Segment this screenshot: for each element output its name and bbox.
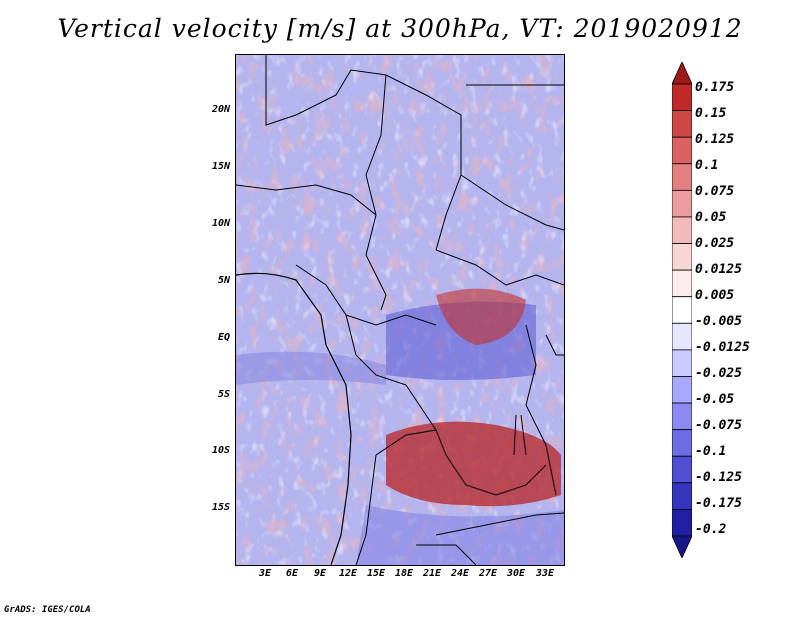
colorbar-label: -0.025: [695, 366, 742, 381]
colorbar-segment: [672, 62, 692, 85]
coastline: [236, 272, 352, 565]
lon-tick: 33E: [535, 568, 555, 579]
lat-tick: EQ: [217, 332, 230, 343]
colorbar-segment: [672, 189, 692, 218]
colorbar-segment: [672, 429, 692, 457]
colorbar: [672, 62, 692, 558]
colorbar-segment: [672, 322, 692, 351]
colorbar-label: -0.075: [695, 418, 742, 433]
colorbar-label: 0.0125: [695, 262, 742, 277]
map-title: Vertical velocity [m/s] at 300hPa, VT: 2…: [57, 14, 743, 43]
colorbar-segment: [672, 163, 692, 191]
colorbar-label: -0.05: [695, 392, 735, 407]
lon-tick: 18E: [394, 568, 414, 579]
lon-tick: 12E: [338, 568, 358, 579]
colorbar-segment: [672, 402, 692, 431]
colorbar-label: -0.005: [695, 314, 742, 329]
lat-tick: 10N: [211, 218, 230, 229]
colorbar-segment: [672, 269, 692, 298]
lat-tick: 15S: [211, 502, 230, 513]
colorbar-label: -0.175: [695, 496, 742, 511]
colorbar-segment: [672, 136, 692, 165]
lon-tick: 3E: [258, 568, 272, 579]
colorbar-segment: [672, 482, 692, 510]
lat-tick: 5N: [217, 275, 230, 286]
colorbar-label: 0.005: [695, 288, 735, 303]
colorbar-label: 0.025: [695, 236, 735, 251]
lon-tick: 9E: [313, 568, 327, 579]
lon-tick: 6E: [285, 568, 299, 579]
lon-tick: 21E: [422, 568, 442, 579]
colorbar-label: 0.1: [695, 158, 719, 173]
lat-tick: 5S: [217, 389, 230, 400]
colorbar-label: 0.075: [695, 184, 735, 199]
colorbar-segment: [672, 376, 692, 404]
colorbar-segment: [672, 509, 692, 537]
lat-tick: 20N: [211, 104, 230, 115]
colorbar-segment: [672, 83, 692, 111]
colorbar-label: -0.125: [695, 470, 742, 485]
colorbar-label: -0.1: [695, 444, 727, 459]
colorbar-segment: [672, 296, 692, 324]
lat-tick: 10S: [211, 445, 230, 456]
lon-tick: 15E: [366, 568, 386, 579]
map-panel: [235, 54, 565, 566]
colorbar-segment: [672, 216, 692, 244]
colorbar-label: -0.2: [695, 522, 727, 537]
downdraft-strip: [236, 351, 386, 385]
colorbar-segment: [672, 455, 692, 484]
lat-tick: 15N: [211, 161, 230, 172]
velocity-field: [236, 55, 564, 565]
lon-tick: 30E: [506, 568, 526, 579]
strong-updraft-south: [386, 421, 561, 507]
country-borders: [236, 55, 564, 565]
colorbar-label: 0.05: [695, 210, 727, 225]
credit-text: GrADS: IGES/COLA: [4, 605, 91, 615]
lon-tick: 24E: [450, 568, 470, 579]
colorbar-segment: [672, 110, 692, 138]
colorbar-label: -0.0125: [695, 340, 750, 355]
colorbar-segment: [672, 349, 692, 377]
lon-tick: 27E: [478, 568, 498, 579]
colorbar-segment: [672, 243, 692, 271]
colorbar-segment: [672, 535, 692, 558]
colorbar-label: 0.15: [695, 106, 727, 121]
colorbar-label: 0.125: [695, 132, 735, 147]
colorbar-label: 0.175: [695, 80, 735, 95]
updraft-north-east: [436, 288, 526, 345]
